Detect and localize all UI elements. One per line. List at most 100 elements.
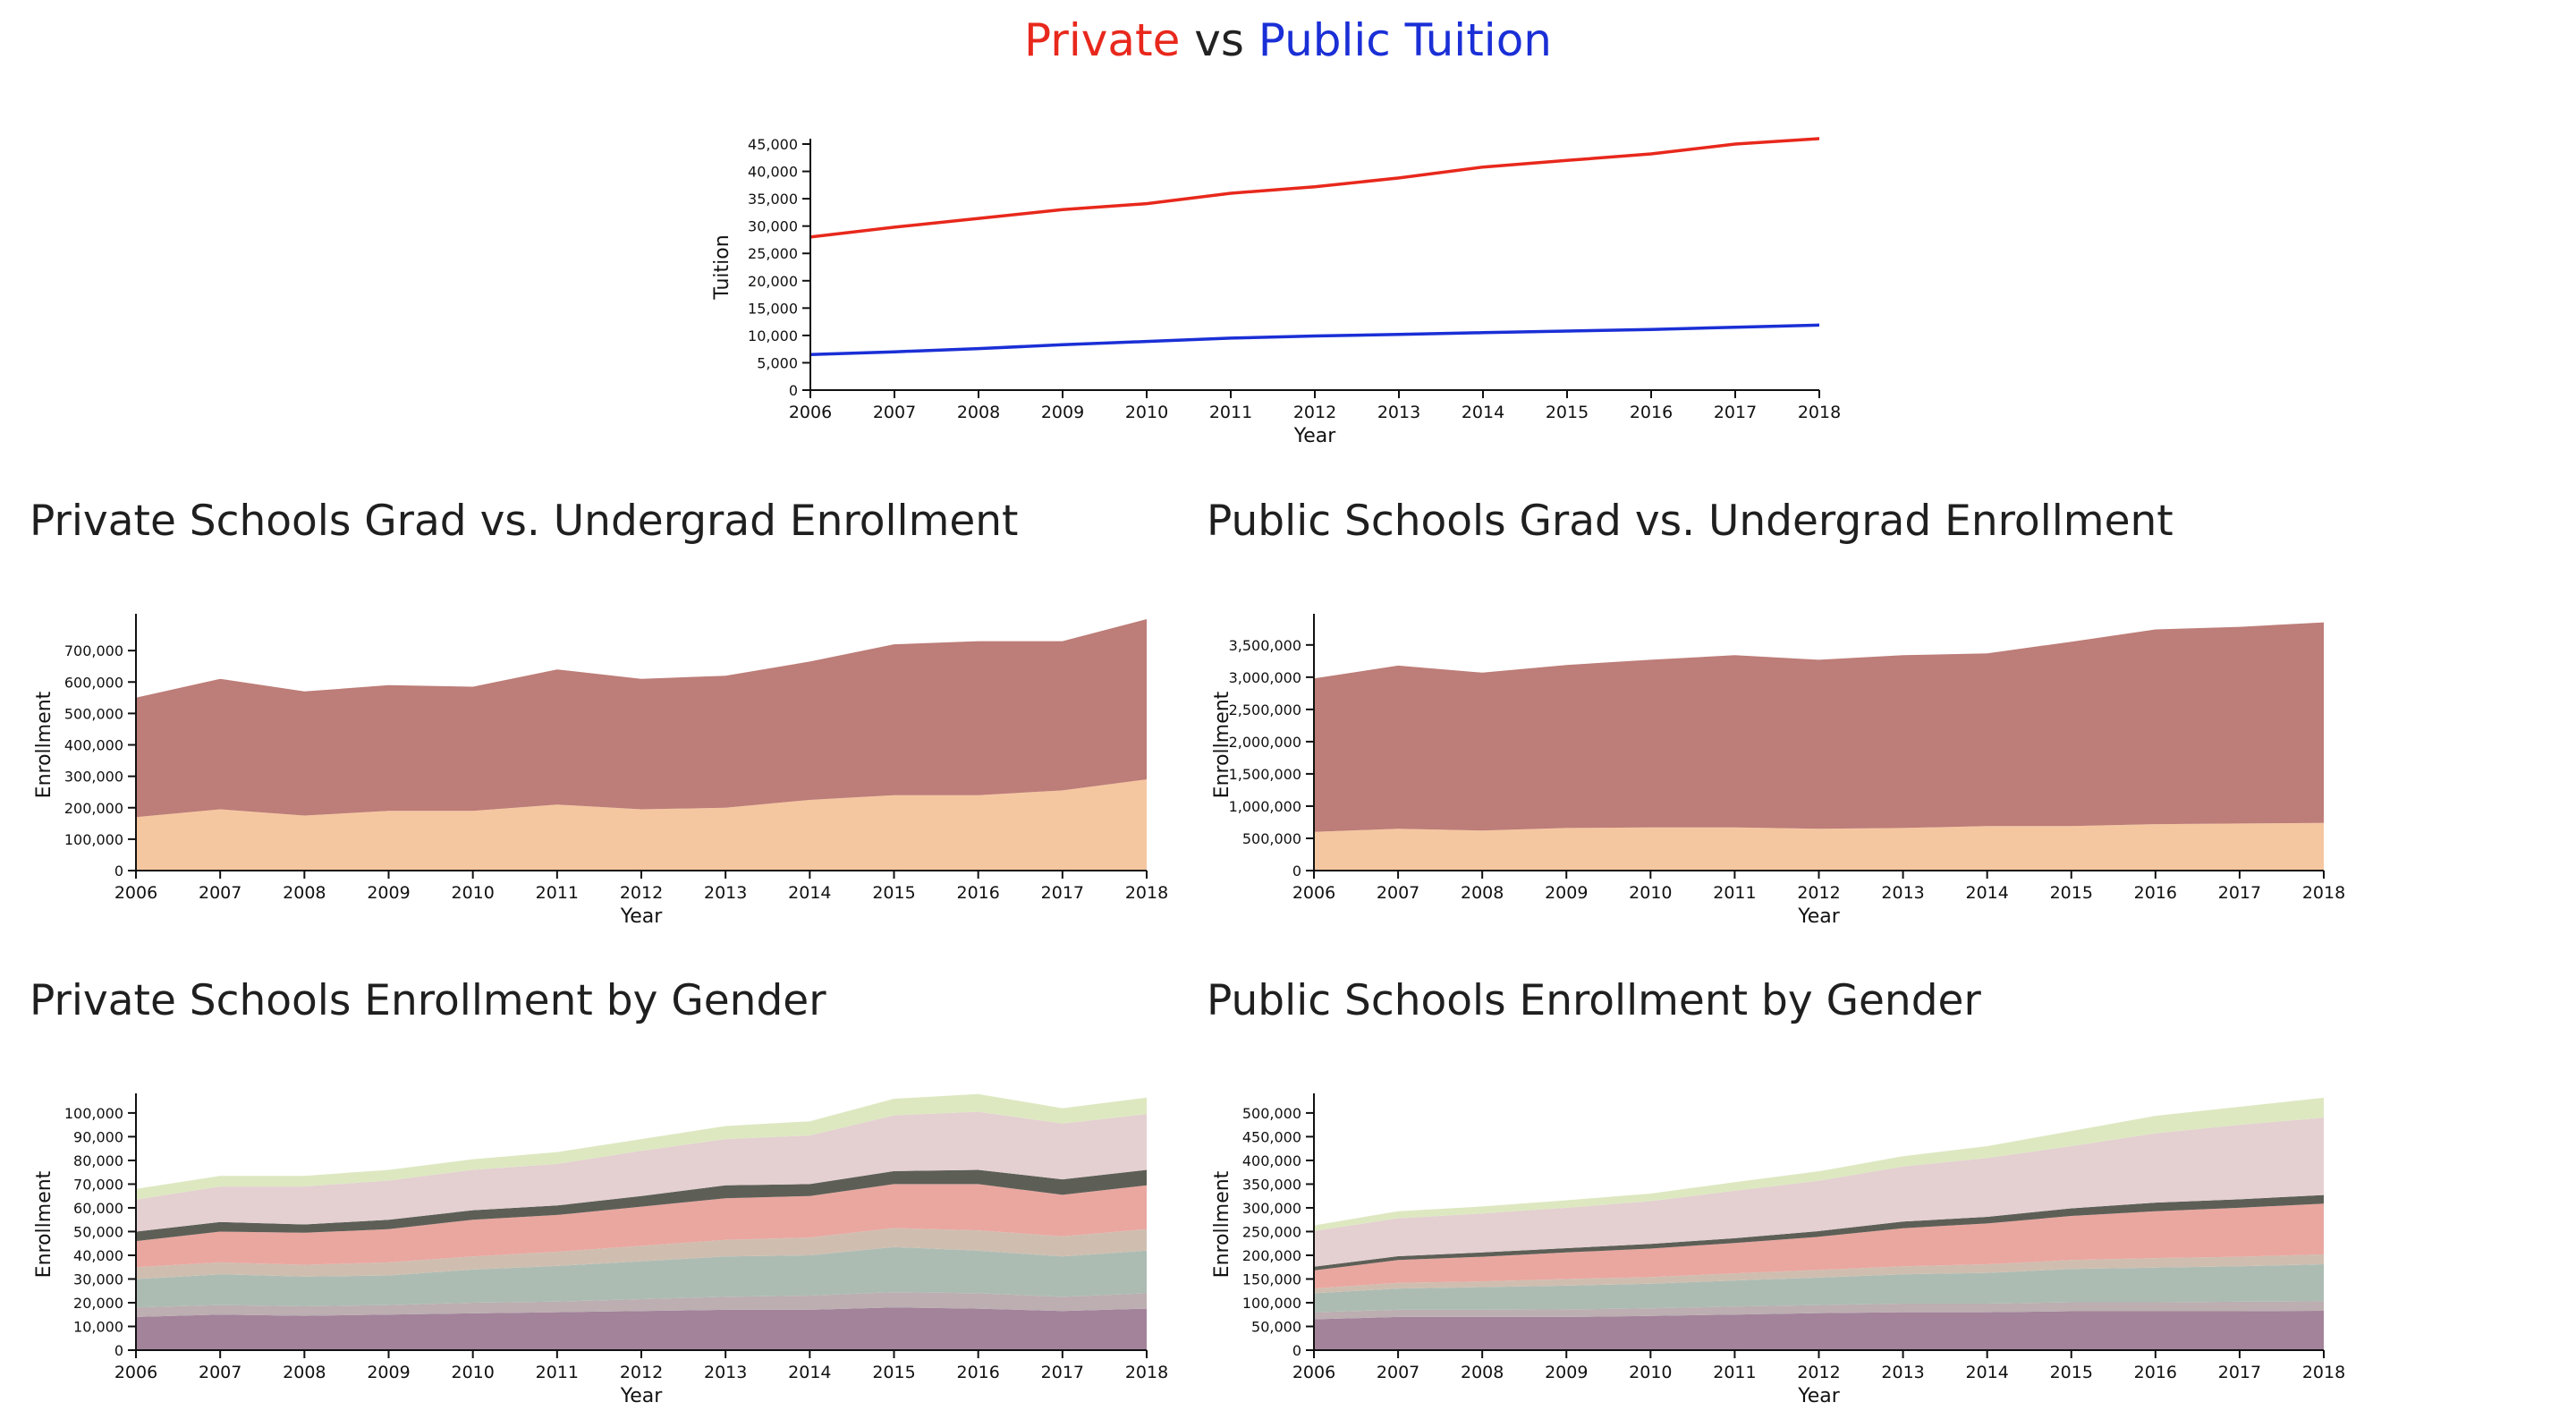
tuition-y-tick-label: 30,000 <box>748 218 798 235</box>
private_gender-area-2 <box>136 1246 1147 1308</box>
public_gender-x-tick-label: 2008 <box>1461 1363 1504 1382</box>
public_gender-y-tick-label: 150,000 <box>1242 1271 1301 1288</box>
private_grad-x-tick-label: 2015 <box>872 883 915 903</box>
public_gender-area-7 <box>1314 1097 2324 1231</box>
public_gender-area-0 <box>1314 1311 2324 1350</box>
private_grad-y-tick-label: 700,000 <box>64 642 123 659</box>
private_grad-y-tick-label: 0 <box>114 863 123 880</box>
private_gender-x-tick-label: 2006 <box>114 1363 157 1382</box>
public_grad-x-tick-label: 2016 <box>2134 883 2177 903</box>
public_grad-y-axis-title: Enrollment <box>1211 691 1233 798</box>
private_grad-x-tick-label: 2007 <box>199 883 242 903</box>
public_gender-x-tick-label: 2013 <box>1881 1363 1924 1382</box>
private_gender-y-tick-label: 70,000 <box>73 1176 123 1193</box>
public_grad-x-tick-label: 2012 <box>1797 883 1840 903</box>
private_gender-x-axis-title: Year <box>620 1385 664 1407</box>
private_gender-y-tick-label: 10,000 <box>73 1318 123 1335</box>
private_gender-x-tick-label: 2014 <box>788 1363 831 1382</box>
public_gender-y-tick-label: 400,000 <box>1242 1152 1301 1169</box>
public_gender-x-tick-label: 2006 <box>1292 1363 1335 1382</box>
tuition-x-tick-label: 2006 <box>789 403 832 422</box>
public_grad-area-1 <box>1314 622 2324 832</box>
private_gender-x-tick-label: 2007 <box>199 1363 242 1382</box>
private_grad-y-axis-title: Enrollment <box>33 691 55 798</box>
private_gender-y-tick-label: 50,000 <box>73 1223 123 1240</box>
private_gender-x-tick-label: 2011 <box>536 1363 579 1382</box>
tuition-x-tick-label: 2012 <box>1293 403 1336 422</box>
public_gender-y-tick-label: 500,000 <box>1242 1105 1301 1122</box>
private_grad-x-tick-label: 2016 <box>956 883 999 903</box>
public_gender-x-tick-label: 2010 <box>1629 1363 1672 1382</box>
tuition-y-tick-label: 40,000 <box>748 164 798 181</box>
tuition-y-tick-label: 15,000 <box>748 300 798 317</box>
public-gender-title: Public Schools Enrollment by Gender <box>1207 976 1981 1025</box>
public_grad-x-tick-label: 2009 <box>1545 883 1588 903</box>
tuition-x-tick-label: 2009 <box>1041 403 1084 422</box>
public_grad-x-tick-label: 2014 <box>1965 883 2008 903</box>
public_gender-y-tick-label: 200,000 <box>1242 1247 1301 1264</box>
private-gender-title: Private Schools Enrollment by Gender <box>30 976 826 1025</box>
public_gender-x-tick-label: 2017 <box>2218 1363 2261 1382</box>
private_grad-x-tick-label: 2013 <box>704 883 747 903</box>
tuition-line-chart: 0 5,000 10,000 15,000 20,000 25,000 30,000 35,0… <box>711 136 1841 447</box>
public_gender-y-tick-label: 450,000 <box>1242 1128 1301 1145</box>
private_gender-y-tick-label: 0 <box>114 1342 123 1359</box>
public_gender-x-tick-label: 2011 <box>1713 1363 1756 1382</box>
public_grad-y-tick-label: 2,000,000 <box>1229 734 1301 751</box>
private_gender-area-1 <box>136 1292 1147 1317</box>
public_grad-x-axis-title: Year <box>1797 905 1841 928</box>
public_grad-y-tick-label: 0 <box>1292 863 1301 880</box>
public_grad-y-tick-label: 2,500,000 <box>1229 701 1301 718</box>
private_grad-x-tick-label: 2018 <box>1125 883 1168 903</box>
public_gender-y-tick-label: 300,000 <box>1242 1200 1301 1217</box>
public-grad-area-chart: 0 500,000 1,000,000 1,500,000 2,000,000 2,500… <box>1211 614 2345 928</box>
tuition-x-tick-label: 2018 <box>1798 403 1841 422</box>
public_grad-y-tick-label: 3,500,000 <box>1229 637 1301 654</box>
private_grad-x-tick-label: 2010 <box>451 883 494 903</box>
public_gender-area-1 <box>1314 1301 2324 1320</box>
title-public: Public Tuition <box>1258 14 1552 66</box>
private_gender-x-tick-label: 2016 <box>956 1363 999 1382</box>
public_gender-area-5 <box>1314 1194 2324 1271</box>
title-private: Private <box>1024 14 1181 66</box>
public_grad-x-tick-label: 2006 <box>1292 883 1335 903</box>
private_gender-area-5 <box>136 1169 1147 1242</box>
private_gender-x-tick-label: 2008 <box>283 1363 326 1382</box>
private_grad-x-axis-title: Year <box>620 905 664 928</box>
private_grad-x-tick-label: 2006 <box>114 883 157 903</box>
private_gender-y-tick-label: 20,000 <box>73 1295 123 1312</box>
public_grad-y-tick-label: 500,000 <box>1242 830 1301 847</box>
tuition-x-tick-label: 2011 <box>1209 403 1252 422</box>
tuition-y-tick-label: 35,000 <box>748 191 798 208</box>
private_grad-x-tick-label: 2014 <box>788 883 831 903</box>
public_grad-y-tick-label: 3,000,000 <box>1229 669 1301 686</box>
private_grad-area-0 <box>136 779 1147 871</box>
private_gender-y-tick-label: 90,000 <box>73 1128 123 1145</box>
tuition-x-tick-label: 2014 <box>1462 403 1504 422</box>
tuition-line-1 <box>809 323 1820 357</box>
private_gender-area-3 <box>136 1228 1147 1279</box>
private_grad-y-tick-label: 200,000 <box>64 800 123 817</box>
public_gender-x-tick-label: 2016 <box>2134 1363 2177 1382</box>
tuition-x-tick-label: 2010 <box>1125 403 1168 422</box>
public_grad-x-tick-label: 2008 <box>1461 883 1504 903</box>
tuition-x-axis-title: Year <box>1293 425 1337 447</box>
private_gender-area-0 <box>136 1307 1147 1350</box>
tuition-x-tick-label: 2015 <box>1546 403 1589 422</box>
public_grad-x-tick-label: 2010 <box>1629 883 1672 903</box>
private_grad-y-tick-label: 400,000 <box>64 737 123 754</box>
tuition-y-tick-label: 20,000 <box>748 273 798 290</box>
public_grad-x-tick-label: 2015 <box>2050 883 2093 903</box>
private_gender-y-tick-label: 60,000 <box>73 1200 123 1217</box>
private_grad-y-tick-label: 100,000 <box>64 831 123 848</box>
public_gender-y-tick-label: 350,000 <box>1242 1176 1301 1193</box>
public_gender-x-tick-label: 2007 <box>1377 1363 1419 1382</box>
private-grad-title: Private Schools Grad vs. Undergrad Enrol… <box>30 497 1019 546</box>
private_gender-x-tick-label: 2012 <box>620 1363 663 1382</box>
title-vs: vs <box>1194 14 1244 66</box>
private_grad-x-tick-label: 2017 <box>1041 883 1084 903</box>
private_grad-y-tick-label: 600,000 <box>64 674 123 691</box>
public_grad-area-0 <box>1314 822 2324 871</box>
public_grad-x-tick-label: 2007 <box>1377 883 1419 903</box>
